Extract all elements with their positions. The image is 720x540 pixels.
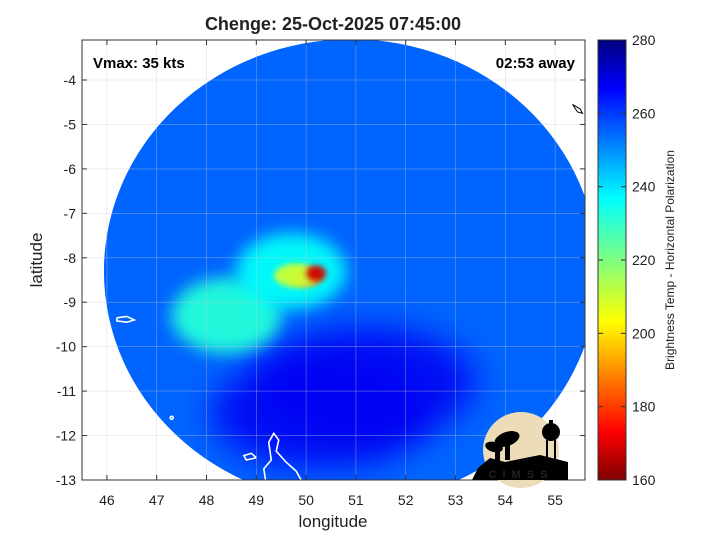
colorbar-tick-label: 180	[632, 399, 656, 415]
y-tick-label: -7	[64, 205, 77, 221]
y-tick-labels: -4 -5 -6 -7 -8 -9 -10 -11 -12 -13	[56, 72, 76, 488]
y-tick-label: -4	[64, 72, 77, 88]
colorbar-tick-label: 260	[632, 105, 656, 121]
grid-lines	[82, 40, 585, 480]
coastline-aldabra	[116, 315, 137, 324]
x-axis-label: longitude	[298, 512, 367, 531]
y-tick-label: -9	[64, 294, 77, 310]
coastlines	[116, 315, 303, 480]
x-tick-label: 50	[298, 492, 314, 508]
y-tick-label: -6	[64, 161, 77, 177]
swath-feature-warm-core	[306, 265, 327, 282]
coastline-islet	[169, 415, 174, 421]
colorbar-ticks: 160 180 200 220 240 260 280	[598, 32, 656, 488]
y-tick-label: -13	[56, 472, 76, 488]
plot-frame	[81, 39, 586, 481]
axis-ticks	[82, 40, 585, 481]
x-tick-label: 53	[448, 492, 464, 508]
y-tick-label: -8	[64, 250, 77, 266]
colorbar-tick-label: 240	[632, 179, 656, 195]
cimss-logo: CIMSS	[472, 412, 568, 488]
x-tick-label: 55	[547, 492, 563, 508]
swath-feature-warm-patch	[274, 263, 319, 288]
y-tick-label: -12	[56, 428, 76, 444]
x-tick-labels: 46 47 48 49 50 51 52 53 54 55	[99, 492, 563, 508]
colorbar-tick-label: 280	[632, 32, 656, 48]
coastline-madagascar	[262, 431, 303, 480]
swath-feature-cold-region	[211, 358, 432, 469]
vmax-annotation: Vmax: 35 kts	[93, 55, 185, 72]
x-tick-label: 51	[348, 492, 364, 508]
x-tick-label: 49	[249, 492, 265, 508]
colorbar-tick-label: 220	[632, 252, 656, 268]
y-tick-label: -11	[57, 383, 76, 399]
colorbar-label: Brightness Temp - Horizontal Polarizatio…	[663, 150, 677, 370]
x-tick-label: 47	[149, 492, 165, 508]
x-tick-label: 48	[199, 492, 215, 508]
brightness-temp-swath	[103, 40, 585, 480]
y-tick-label: -5	[64, 116, 77, 132]
chart-title: Chenge: 25-Oct-2025 07:45:00	[205, 14, 461, 34]
coastline-seychelles	[572, 104, 584, 115]
time-away-annotation: 02:53 away	[496, 55, 576, 72]
colorbar-tick-label: 160	[632, 472, 656, 488]
x-tick-label: 52	[398, 492, 414, 508]
colorbar-tick-label: 200	[632, 325, 656, 341]
cimss-logo-text: CIMSS	[489, 469, 554, 481]
y-tick-label: -10	[56, 339, 76, 355]
x-tick-label: 46	[99, 492, 115, 508]
plot-area	[82, 40, 585, 480]
coastline-islet	[242, 452, 257, 461]
x-tick-label: 54	[498, 492, 514, 508]
y-axis-label: latitude	[27, 233, 46, 288]
